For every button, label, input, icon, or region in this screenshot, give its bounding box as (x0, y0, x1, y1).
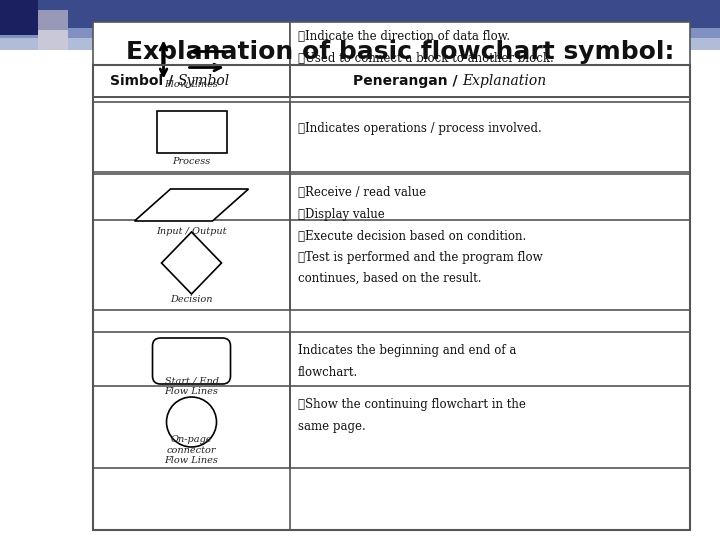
Text: On-page
connector
Flow Lines: On-page connector Flow Lines (165, 435, 218, 465)
Text: Explanation of basic flowchart symbol:: Explanation of basic flowchart symbol: (126, 40, 674, 64)
Text: Simbol /: Simbol / (109, 74, 178, 88)
Text: Penerangan /: Penerangan / (353, 74, 462, 88)
Text: Symbol: Symbol (178, 74, 230, 88)
Bar (290, 22, 690, 97)
Bar (290, 332, 690, 400)
Bar (93, 22, 290, 97)
Bar (93, 174, 290, 242)
Text: ❯Receive / read value: ❯Receive / read value (298, 186, 426, 199)
Text: ❯Show the continuing flowchart in the: ❯Show the continuing flowchart in the (298, 398, 526, 411)
Polygon shape (135, 189, 248, 221)
Text: same page.: same page. (298, 420, 366, 433)
Polygon shape (161, 232, 222, 294)
Bar (0, 0, 38, 35)
Bar (93, 65, 290, 97)
Bar (38, 30, 68, 50)
Text: ❯Execute decision based on condition.: ❯Execute decision based on condition. (298, 230, 526, 243)
Bar (93, 220, 290, 310)
Bar (0, 28, 720, 40)
Text: ❯Display value: ❯Display value (298, 208, 384, 221)
Text: Explanation: Explanation (462, 74, 546, 88)
Bar (93, 386, 290, 468)
Bar (156, 111, 227, 153)
Text: Indicates the beginning and end of a: Indicates the beginning and end of a (298, 344, 516, 357)
Bar (0, 38, 720, 50)
Bar (290, 386, 690, 468)
Text: ❯Used to connect a block to another block.: ❯Used to connect a block to another bloc… (298, 52, 554, 65)
Text: Start / End
Flow Lines: Start / End Flow Lines (164, 376, 218, 396)
Text: flowchart.: flowchart. (298, 366, 359, 379)
Text: ❯Test is performed and the program flow: ❯Test is performed and the program flow (298, 251, 543, 264)
Text: Decision: Decision (170, 295, 212, 304)
Text: Input / Output: Input / Output (156, 227, 227, 236)
Bar (38, 10, 68, 30)
Text: Flow Lines: Flow Lines (165, 80, 218, 89)
Bar (93, 102, 290, 172)
Bar (290, 102, 690, 172)
Text: ❯Indicates operations / process involved.: ❯Indicates operations / process involved… (298, 122, 541, 135)
Bar (93, 65, 690, 530)
Bar (290, 174, 690, 242)
Bar (290, 65, 690, 97)
Bar (0, 0, 720, 30)
Text: ❯Indicate the direction of data flow.: ❯Indicate the direction of data flow. (298, 30, 510, 43)
Bar (93, 332, 290, 400)
Ellipse shape (166, 397, 217, 447)
Bar (290, 220, 690, 310)
FancyBboxPatch shape (153, 338, 230, 384)
Text: continues, based on the result.: continues, based on the result. (298, 272, 482, 285)
Text: Process: Process (172, 157, 211, 166)
